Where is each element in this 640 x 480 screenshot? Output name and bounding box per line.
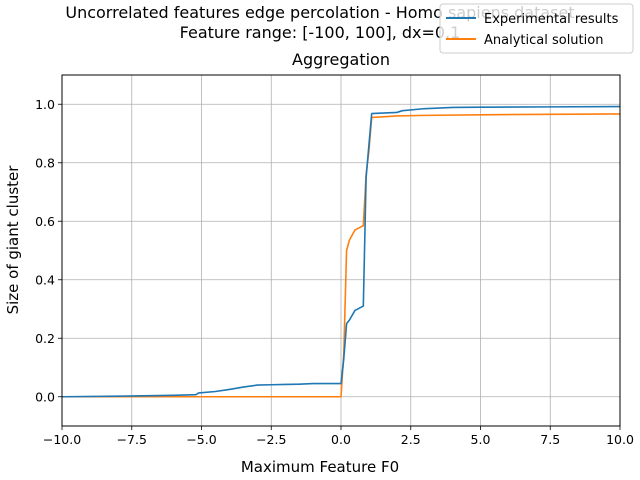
y-axis-label: Size of giant cluster [4,165,22,315]
y-tick-label: 0.6 [35,214,55,229]
y-tick-label: 1.0 [35,97,55,112]
y-axis-ticks: 0.0 0.2 0.4 0.6 0.8 1.0 [35,97,62,404]
y-tick-label: 0.8 [35,155,55,170]
x-tick-label: 5.0 [471,432,491,447]
x-tick-label: 7.5 [540,432,560,447]
y-tick-label: 0.4 [35,272,55,287]
x-tick-label: 0.0 [331,432,351,447]
legend: Experimental results Analytical solution [439,3,634,54]
x-tick-label: 2.5 [401,432,421,447]
axes-subtitle: Aggregation [292,50,390,69]
x-tick-label: −7.5 [117,432,147,447]
y-tick-label: 0.0 [35,389,55,404]
legend-label-analytical: Analytical solution [484,33,603,48]
y-tick-label: 0.2 [35,331,55,346]
legend-box [439,3,634,54]
x-tick-label: −10.0 [43,432,81,447]
x-tick-label: −2.5 [256,432,286,447]
x-tick-label: −5.0 [186,432,216,447]
x-axis-ticks: −10.0 −7.5 −5.0 −2.5 0.0 2.5 5.0 7.5 10.0 [43,426,634,447]
x-axis-label: Maximum Feature F0 [241,458,399,476]
legend-label-experimental: Experimental results [484,12,619,27]
series-layer [61,105,621,398]
x-tick-label: 10.0 [606,432,634,447]
chart-title-line2: Feature range: [-100, 100], dx=0.1 [180,23,461,42]
series-line-experimental [61,105,621,398]
